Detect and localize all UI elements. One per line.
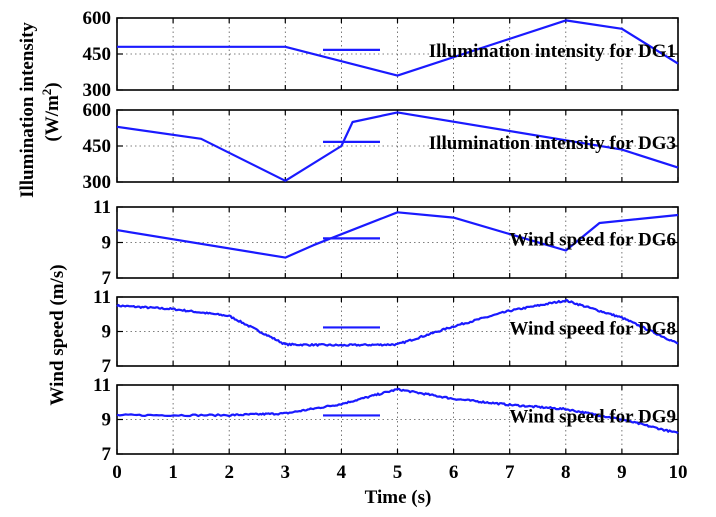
y-tick-label: 450 (83, 136, 112, 157)
y-tick-label: 600 (83, 100, 112, 121)
legend-label: Wind speed for DG6 (509, 229, 676, 250)
x-tick-label: 5 (393, 462, 403, 483)
plot-frame (116, 384, 679, 455)
legend-label: Illumination intensity for DG1 (429, 41, 676, 62)
y-tick-label: 7 (102, 444, 112, 465)
series-line (116, 111, 679, 182)
series-line (116, 299, 679, 347)
plot-frame (116, 206, 679, 279)
y-tick-label: 300 (83, 80, 112, 101)
y-tick-label: 300 (83, 172, 112, 193)
left-label-top-unit: (W/m2) (39, 82, 63, 141)
chart-panel-2: 300 450 600 Illumination intensity for DG3 (83, 100, 679, 193)
y-tick-label: 11 (93, 287, 111, 308)
unit-superscript: 2 (39, 89, 54, 96)
x-tick-label: 6 (449, 462, 459, 483)
y-tick-label: 600 (83, 8, 112, 29)
y-tick-label: 11 (93, 197, 111, 218)
x-tick-label: 0 (112, 462, 122, 483)
x-tick-label: 10 (669, 462, 688, 483)
x-tick-label: 7 (505, 462, 515, 483)
x-tick-label: 3 (281, 462, 291, 483)
legend-label: Illumination intensity for DG3 (429, 133, 676, 154)
x-tick-label: 1 (168, 462, 178, 483)
plot-frame (116, 109, 679, 183)
y-tick-label: 9 (102, 233, 112, 254)
left-label-top: Illumination intensity (17, 22, 38, 198)
y-tick-label: 9 (102, 322, 112, 343)
y-tick-label: 11 (93, 375, 111, 396)
series-line (116, 387, 679, 435)
y-tick-label: 7 (102, 268, 112, 289)
y-tick-label: 7 (102, 356, 112, 377)
y-tick-label: 450 (83, 44, 112, 65)
y-tick-label: 9 (102, 410, 112, 431)
chart-panel-4: 7 9 11 Wind speed for DG8 (93, 287, 679, 377)
x-tick-label: 8 (561, 462, 571, 483)
chart-panel-1: 300 450 600 Illumination intensity for DG1 (83, 8, 679, 101)
unit-end: ) (42, 82, 63, 88)
x-tick-label: 4 (337, 462, 347, 483)
legend-label: Wind speed for DG9 (509, 406, 676, 427)
x-tick-label: 2 (224, 462, 234, 483)
left-label-bottom: Wind speed (m/s) (47, 264, 68, 405)
legend-label: Wind speed for DG8 (509, 318, 676, 339)
plot-frame (116, 296, 679, 367)
unit-start: (W/m (42, 95, 63, 142)
plot-frame (116, 17, 679, 91)
series-line (117, 19, 679, 77)
chart-panel-3: 7 9 11 Wind speed for DG6 (93, 197, 679, 289)
x-axis-label: Time (s) (365, 487, 432, 508)
chart-panel-5: 0 1 2 3 4 5 6 7 8 9 10 7 9 11 Wind speed for DG9 (93, 375, 687, 483)
series-line (116, 211, 679, 259)
x-tick-label: 9 (617, 462, 627, 483)
